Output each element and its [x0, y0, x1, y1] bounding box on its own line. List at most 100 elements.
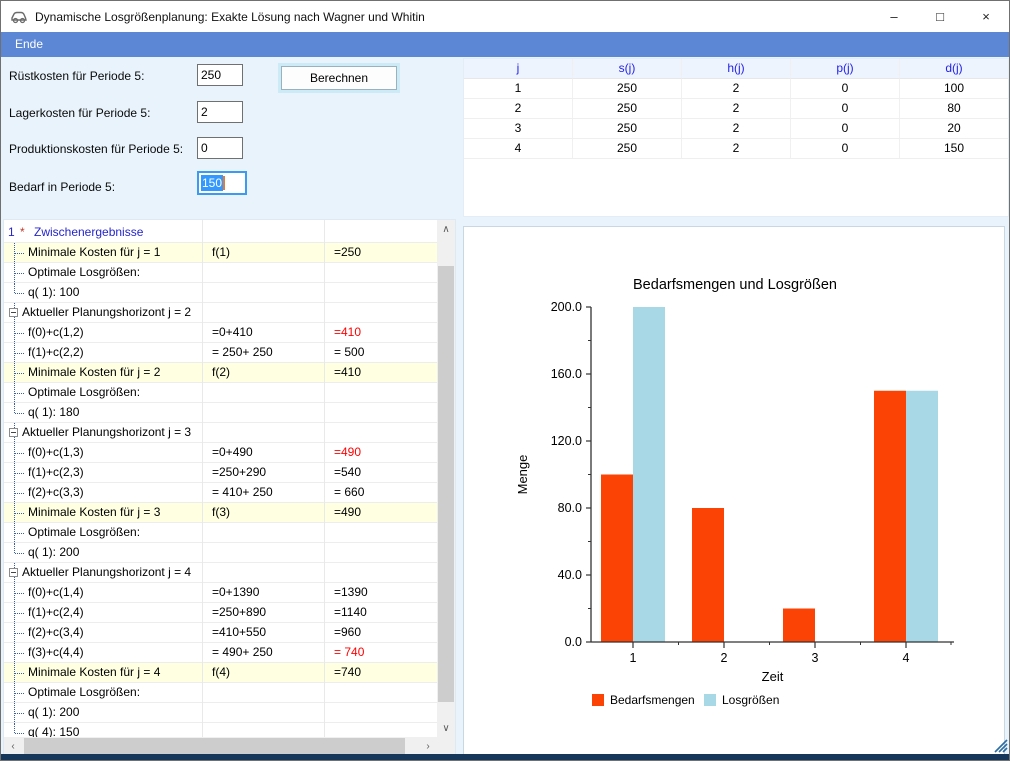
tree-row[interactable]: Optimale Losgrößen: — [4, 683, 437, 703]
menu-bar: Ende — [1, 32, 1009, 57]
window-controls: – □ × — [871, 1, 1009, 32]
bar-bedarfsmengen — [783, 609, 815, 643]
produktionskosten-label: Produktionskosten für Periode 5: — [9, 142, 183, 156]
tree-row[interactable]: Optimale Losgrößen: — [4, 263, 437, 283]
tree-root-row[interactable]: 1*Zwischenergebnisse — [4, 223, 437, 243]
tree-cell: q( 1): 100 — [28, 283, 79, 302]
tree-row[interactable]: f(0)+c(1,2)=0+410=410 — [4, 323, 437, 343]
lagerkosten-input[interactable] — [197, 101, 243, 123]
tree-line — [14, 403, 15, 413]
tree-row[interactable]: f(2)+c(3,4)=410+550=960 — [4, 623, 437, 643]
tree-cell: f(2)+c(3,3) — [28, 483, 84, 502]
tree-row[interactable]: f(0)+c(1,3)=0+490=490 — [4, 443, 437, 463]
lagerkosten-label: Lagerkosten für Periode 5: — [9, 106, 150, 120]
resize-grip-icon[interactable] — [994, 739, 1008, 753]
tree-row[interactable]: f(3)+c(4,4)= 490+ 250= 740 — [4, 643, 437, 663]
collapse-icon[interactable] — [9, 568, 18, 577]
scroll-right-icon[interactable]: › — [419, 737, 437, 755]
maximize-button[interactable]: □ — [917, 1, 963, 32]
tree-row[interactable]: Minimale Kosten für j = 2f(2)=410 — [4, 363, 437, 383]
tree-row[interactable]: q( 1): 200 — [4, 543, 437, 563]
tree-cell: q( 1): 180 — [28, 403, 79, 422]
minimize-button[interactable]: – — [871, 1, 917, 32]
tree-line — [15, 593, 24, 594]
window-title: Dynamische Losgrößenplanung: Exakte Lösu… — [35, 10, 425, 24]
tree-row[interactable]: f(0)+c(1,4)=0+1390=1390 — [4, 583, 437, 603]
produktionskosten-input[interactable] — [197, 137, 243, 159]
collapse-icon[interactable] — [9, 308, 18, 317]
bar-losgroessen — [906, 391, 938, 642]
column-separator — [324, 220, 325, 737]
tree-row[interactable]: Optimale Losgrößen: — [4, 383, 437, 403]
tree-cell: f(0)+c(1,4) — [28, 583, 84, 602]
tree-row[interactable]: f(1)+c(2,3)=250+290=540 — [4, 463, 437, 483]
tree-row[interactable]: q( 1): 200 — [4, 703, 437, 723]
tree-cell: =250+890 — [212, 603, 266, 622]
tree-node-row[interactable]: Aktueller Planungshorizont j = 4 — [4, 563, 437, 583]
tree-line — [15, 613, 24, 614]
param-table-header-cell: d(j) — [900, 59, 1008, 79]
param-table-cell: 2 — [464, 99, 573, 119]
tree-cell: =410 — [334, 323, 361, 342]
ruestkosten-input[interactable] — [197, 64, 243, 86]
bedarf-input[interactable]: 150 — [197, 171, 247, 195]
title-bar: Dynamische Losgrößenplanung: Exakte Lösu… — [1, 1, 1009, 32]
tree-cell: f(1)+c(2,4) — [28, 603, 84, 622]
vertical-scrollbar-thumb[interactable] — [438, 266, 454, 702]
tree-row[interactable]: Optimale Losgrößen: — [4, 523, 437, 543]
y-tick-label: 120.0 — [551, 434, 582, 448]
x-axis-label: Zeit — [762, 669, 784, 684]
vertical-scrollbar[interactable]: ∧ ∨ — [437, 220, 455, 737]
tree-line — [15, 653, 24, 654]
scroll-up-icon[interactable]: ∧ — [437, 220, 455, 238]
param-table-header-cell: p(j) — [791, 59, 900, 79]
collapse-icon[interactable] — [9, 428, 18, 437]
tree-line — [15, 713, 24, 714]
param-table-row[interactable]: 22502080 — [464, 99, 1008, 119]
param-table-row[interactable]: 125020100 — [464, 79, 1008, 99]
bar-losgroessen — [633, 307, 665, 642]
tree-cell: q( 1): 200 — [28, 543, 79, 562]
tree-line — [15, 733, 24, 734]
menu-item-ende[interactable]: Ende — [1, 32, 57, 57]
tree-row[interactable]: q( 4): 150 — [4, 723, 437, 737]
tree-cell: f(3) — [212, 503, 230, 522]
tree-node-row[interactable]: Aktueller Planungshorizont j = 3 — [4, 423, 437, 443]
tree-cell: = 250+ 250 — [212, 343, 273, 362]
param-table-header-cell: h(j) — [682, 59, 791, 79]
y-axis-label: Menge — [515, 455, 530, 495]
horizontal-scrollbar-thumb[interactable] — [24, 738, 405, 754]
y-tick-label: 160.0 — [551, 367, 582, 381]
tree-row[interactable]: q( 1): 100 — [4, 283, 437, 303]
close-button[interactable]: × — [963, 1, 1009, 32]
app-window: Dynamische Losgrößenplanung: Exakte Lösu… — [0, 0, 1010, 761]
tree-cell: =410 — [334, 363, 361, 382]
tree-line — [15, 393, 24, 394]
app-icon — [10, 10, 28, 24]
tree-row[interactable]: q( 1): 180 — [4, 403, 437, 423]
tree-row[interactable]: Minimale Kosten für j = 4f(4)=740 — [4, 663, 437, 683]
tree-row[interactable]: Minimale Kosten für j = 1f(1)=250 — [4, 243, 437, 263]
tree-node-row[interactable]: Aktueller Planungshorizont j = 2 — [4, 303, 437, 323]
tree-rows-container: 1*ZwischenergebnisseMinimale Kosten für … — [4, 220, 437, 737]
param-table-cell: 2 — [682, 139, 791, 159]
tree-row[interactable]: f(1)+c(2,2)= 250+ 250= 500 — [4, 343, 437, 363]
tree-cell: =1390 — [334, 583, 368, 602]
param-table-cell: 0 — [791, 139, 900, 159]
y-tick-label: 0.0 — [565, 635, 582, 649]
scroll-down-icon[interactable]: ∨ — [437, 719, 455, 737]
param-table-row[interactable]: 425020150 — [464, 139, 1008, 159]
x-tick-label: 1 — [630, 651, 637, 665]
tree-line — [14, 283, 15, 293]
param-table-row[interactable]: 32502020 — [464, 119, 1008, 139]
tree-line — [15, 413, 24, 414]
tree-line — [15, 253, 24, 254]
tree-line — [15, 693, 24, 694]
tree-row[interactable]: f(1)+c(2,4)=250+890=1140 — [4, 603, 437, 623]
tree-row[interactable]: f(2)+c(3,3)= 410+ 250= 660 — [4, 483, 437, 503]
tree-row[interactable]: Minimale Kosten für j = 3f(3)=490 — [4, 503, 437, 523]
scroll-left-icon[interactable]: ‹ — [4, 737, 22, 755]
berechnen-button[interactable]: Berechnen — [278, 63, 400, 93]
horizontal-scrollbar[interactable]: ‹ › — [4, 737, 437, 755]
tree-line — [15, 453, 24, 454]
